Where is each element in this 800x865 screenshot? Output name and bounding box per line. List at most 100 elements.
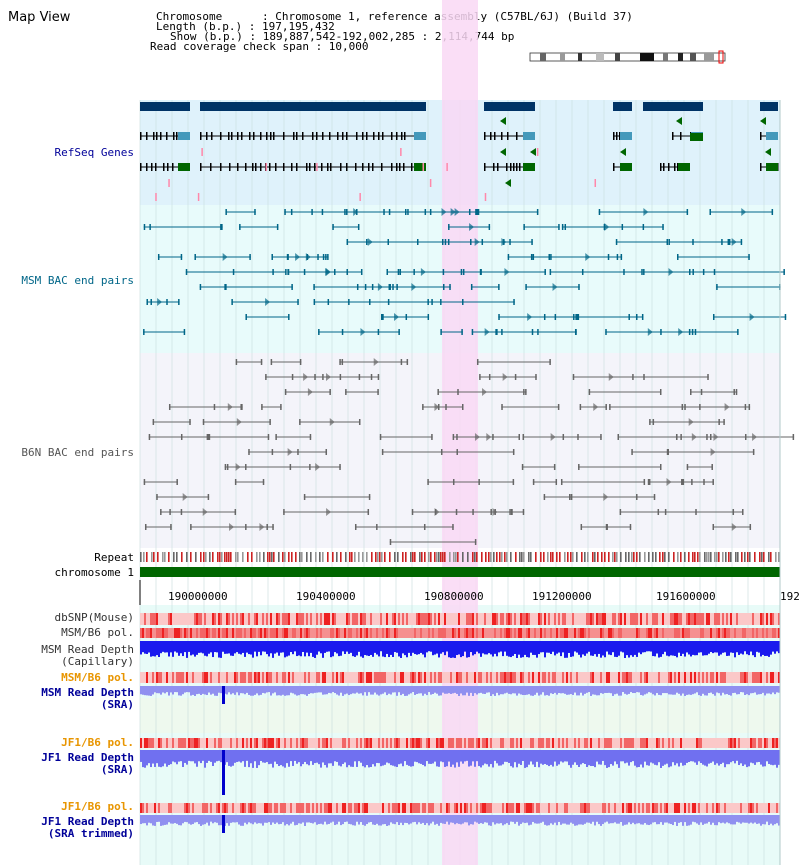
depth-bar (594, 686, 596, 695)
heat-cell (734, 803, 736, 813)
bac-end (267, 434, 270, 440)
heat-cell (162, 803, 164, 813)
bac-end (225, 209, 227, 215)
heat-cell (336, 803, 338, 813)
bac-arrow (307, 388, 313, 396)
heat-cell (194, 803, 196, 813)
depth-bar (306, 686, 308, 696)
bac-end (531, 239, 533, 245)
depth-bar (178, 641, 180, 656)
depth-bar (574, 750, 576, 763)
bac-end (207, 494, 210, 500)
heat-cell (194, 672, 196, 683)
depth-bar (650, 686, 652, 693)
heat-cell (280, 803, 282, 813)
depth-bar (524, 815, 526, 824)
heat-cell (508, 613, 510, 625)
heat-cell (452, 672, 454, 683)
depth-bar (716, 641, 718, 653)
heat-cell (286, 672, 288, 683)
bac-end (275, 434, 277, 440)
heat-cell (758, 628, 760, 638)
label-msm-depth-capillary-2[interactable]: (Capillary) (61, 655, 134, 668)
depth-bar (286, 815, 288, 825)
depth-bar (480, 815, 482, 824)
heat-cell (278, 672, 280, 683)
heat-cell (542, 738, 544, 748)
heat-cell (532, 613, 534, 625)
depth-bar (568, 641, 570, 653)
depth-bar (206, 815, 208, 823)
heat-cell (432, 803, 434, 813)
depth-bar (174, 750, 176, 763)
heat-cell (268, 613, 270, 625)
heat-cell (544, 672, 546, 683)
label-msm-depth-capillary-1[interactable]: MSM Read Depth (41, 643, 134, 656)
depth-bar (332, 686, 334, 693)
depth-bar (282, 750, 284, 767)
depth-bar (674, 815, 676, 822)
bac-end (318, 329, 320, 335)
label-jf1-depth-sra-2[interactable]: (SRA) (100, 763, 134, 776)
label-refseq-genes[interactable]: RefSeq Genes (54, 146, 134, 159)
heat-cell (242, 803, 244, 813)
depth-bar (294, 750, 296, 761)
label-msm-b6-pol[interactable]: MSM/B6 pol. (61, 626, 134, 639)
depth-bar (588, 815, 590, 823)
heat-cell (482, 628, 484, 638)
gene-exon (269, 163, 271, 171)
heat-cell (246, 738, 248, 748)
label-msm-depth-sra-1[interactable]: MSM Read Depth (41, 686, 134, 699)
depth-bar (266, 686, 268, 693)
label-jf1-depth-trim-1[interactable]: JF1 Read Depth (41, 815, 134, 828)
heat-cell (776, 738, 778, 748)
depth-bar (402, 686, 404, 694)
depth-bar (574, 815, 576, 826)
depth-bar (190, 641, 192, 656)
depth-bar (232, 815, 234, 823)
depth-bar (464, 641, 466, 652)
depth-bar (250, 750, 252, 764)
label-chromosome[interactable]: chromosome 1 (54, 566, 134, 579)
label-jf1-b6-pol-2[interactable]: JF1/B6 pol. (61, 800, 134, 813)
heat-cell (432, 613, 434, 625)
bac-end (572, 374, 575, 380)
bac-end (329, 389, 331, 395)
label-jf1-depth-trim-2[interactable]: (SRA trimmed) (47, 827, 134, 840)
heat-cell (582, 672, 584, 683)
label-msm-depth-sra-2[interactable]: (SRA) (100, 698, 134, 711)
repeat-element (559, 552, 561, 562)
depth-bar (286, 641, 288, 657)
heat-cell (318, 613, 320, 625)
heat-cell (536, 738, 538, 748)
label-jf1-depth-sra-1[interactable]: JF1 Read Depth (41, 751, 134, 764)
label-jf1-b6-pol[interactable]: JF1/B6 pol. (61, 736, 134, 749)
label-msm-bac[interactable]: MSM BAC end pairs (21, 274, 134, 287)
bac-end (148, 434, 151, 440)
label-dbsnp[interactable]: dbSNP(Mouse) (54, 611, 134, 624)
depth-bar (212, 815, 214, 824)
heat-cell (446, 613, 448, 625)
label-msm-b6-pol-2[interactable]: MSM/B6 pol. (61, 671, 134, 684)
heat-cell (422, 672, 424, 683)
heat-cell (652, 738, 654, 748)
depth-bar (340, 750, 342, 767)
heat-cell (748, 628, 750, 638)
repeat-element (540, 552, 542, 562)
label-b6n-bac[interactable]: B6N BAC end pairs (21, 446, 134, 459)
heat-cell (330, 613, 332, 625)
depth-bar (360, 815, 362, 823)
repeat-element (221, 552, 223, 562)
heat-cell (216, 628, 218, 638)
heat-cell (182, 628, 184, 638)
heat-cell (628, 613, 630, 625)
depth-bar (600, 641, 602, 658)
depth-bar (478, 686, 480, 694)
gene-exon (484, 163, 486, 171)
heat-cell (506, 628, 508, 638)
repeat-element (499, 552, 501, 562)
label-repeat[interactable]: Repeat (94, 551, 134, 564)
heat-cell (234, 628, 236, 638)
depth-bar (656, 815, 658, 825)
